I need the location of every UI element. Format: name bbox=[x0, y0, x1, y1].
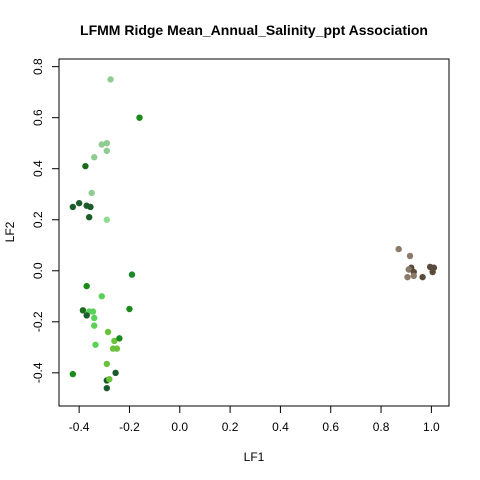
data-point bbox=[410, 272, 417, 280]
plot-area-frame bbox=[58, 58, 450, 407]
y-tick-label: 0.0 bbox=[31, 262, 45, 279]
data-point bbox=[406, 252, 414, 260]
x-tick-label: 0.0 bbox=[171, 420, 188, 434]
y-tick-label: -0.4 bbox=[31, 362, 45, 383]
y-tick-label: -0.2 bbox=[31, 311, 45, 332]
data-point bbox=[89, 308, 97, 315]
y-tick-label: 0.8 bbox=[31, 58, 45, 75]
data-point bbox=[98, 141, 105, 148]
x-tick-label: -0.2 bbox=[119, 420, 140, 434]
x-tick-label: 1.0 bbox=[423, 420, 440, 434]
data-point bbox=[113, 345, 121, 352]
chart-title: LFMM Ridge Mean_Annual_Salinity_ppt Asso… bbox=[80, 22, 428, 38]
x-tick-label: 0.2 bbox=[222, 420, 239, 434]
data-point bbox=[405, 266, 412, 273]
data-point bbox=[103, 139, 111, 147]
data-point bbox=[106, 376, 113, 383]
data-point bbox=[91, 314, 98, 322]
data-point bbox=[103, 147, 111, 155]
data-point bbox=[107, 76, 114, 83]
data-points bbox=[69, 76, 438, 392]
data-point bbox=[79, 307, 87, 314]
data-point bbox=[429, 268, 436, 276]
x-tick-label: 0.6 bbox=[322, 420, 339, 434]
data-point bbox=[128, 271, 136, 278]
y-tick-label: 0.4 bbox=[31, 160, 45, 177]
data-point bbox=[75, 199, 83, 207]
data-point bbox=[87, 203, 94, 211]
data-point bbox=[104, 328, 112, 336]
data-point bbox=[92, 341, 99, 348]
x-tick-label: 0.4 bbox=[272, 420, 289, 434]
y-axis: -0.4 -0.2 0.0 0.2 0.4 0.6 0.8 bbox=[31, 58, 60, 383]
x-tick-label: 0.8 bbox=[373, 420, 390, 434]
data-point bbox=[111, 337, 118, 345]
y-axis-label: LF2 bbox=[3, 221, 17, 242]
data-point bbox=[83, 282, 90, 290]
data-point bbox=[404, 273, 411, 281]
data-point bbox=[419, 273, 426, 281]
data-point bbox=[136, 114, 143, 121]
x-axis-label: LF1 bbox=[244, 450, 265, 464]
data-point bbox=[112, 369, 119, 377]
data-point bbox=[98, 293, 105, 300]
data-point bbox=[91, 154, 98, 161]
data-point bbox=[88, 189, 95, 197]
y-tick-label: 0.6 bbox=[31, 109, 45, 126]
data-point bbox=[126, 305, 133, 313]
data-point bbox=[85, 213, 93, 221]
data-point bbox=[83, 312, 90, 319]
x-axis: -0.4 -0.2 0.0 0.2 0.4 0.6 0.8 1.0 bbox=[69, 405, 440, 434]
data-point bbox=[69, 203, 77, 211]
data-point bbox=[91, 322, 98, 329]
data-point bbox=[103, 360, 111, 368]
x-tick-label: -0.4 bbox=[69, 420, 90, 434]
data-point bbox=[116, 335, 123, 342]
data-point bbox=[395, 245, 402, 253]
data-point bbox=[82, 162, 89, 170]
data-point bbox=[103, 384, 111, 392]
data-point bbox=[103, 216, 111, 223]
y-tick-label: 0.2 bbox=[31, 211, 45, 228]
data-point bbox=[69, 370, 77, 378]
